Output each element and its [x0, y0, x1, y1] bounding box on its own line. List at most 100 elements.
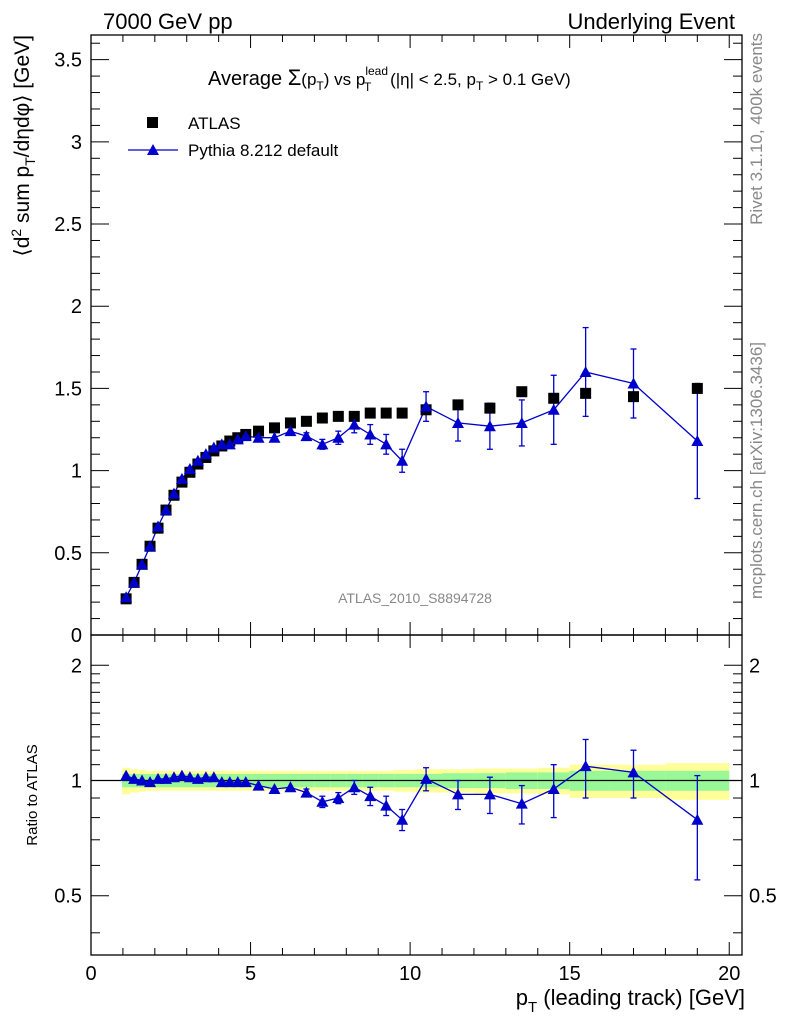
pythia-data-point: [175, 472, 188, 484]
header-left: 7000 GeV pp: [103, 9, 233, 34]
title-lead-sub: T: [364, 80, 372, 94]
legend-pythia-label: Pythia 8.212 default: [188, 141, 339, 160]
title-cuts-sub: T: [476, 79, 484, 93]
pythia-data-point: [159, 504, 172, 516]
ratio-data-point: [136, 774, 149, 786]
title-sigma-close: ): [324, 70, 330, 89]
pythia-data-point: [396, 454, 409, 466]
pythia-data-point: [215, 438, 228, 450]
y-tick-label: 2: [71, 296, 82, 318]
legend-pythia-marker: [147, 144, 159, 155]
ratio-data-point: [223, 776, 236, 788]
x-tick-label: 0: [85, 963, 96, 985]
atlas-data-point: [316, 412, 328, 424]
atlas-data-point: [348, 410, 360, 422]
pythia-data-point: [627, 377, 640, 389]
ratio-data-point: [144, 776, 157, 788]
ratio-data-point: [183, 771, 196, 783]
ratio-data-point: [239, 776, 252, 788]
pythia-series-line: [125, 371, 698, 598]
atlas-data-point: [364, 407, 376, 419]
atlas-data-point: [452, 399, 464, 411]
ratio-y-tick-label: 2: [71, 655, 82, 677]
xlabel-pre: p: [516, 985, 528, 1010]
y-tick-label: 3: [71, 132, 82, 154]
ylabel-sub: T: [22, 157, 38, 166]
pythia-data-point: [252, 431, 265, 443]
pythia-data-point: [207, 441, 220, 453]
x-tick-label: 5: [245, 963, 256, 985]
y-tick-label: 3.5: [54, 50, 82, 72]
ratio-data-point: [348, 781, 361, 793]
ratio-data-point: [175, 769, 188, 781]
ratio-data-point: [231, 776, 244, 788]
ratio-data-point: [199, 771, 212, 783]
xlabel-post: (leading track) [GeV]: [537, 985, 745, 1010]
title-lead-sup: lead: [365, 64, 388, 78]
pythia-data-point: [268, 431, 281, 443]
ratio-data-point: [380, 799, 393, 811]
main-title: Average Σ(pT) vs plead T (|η| < 2.5, pT >…: [208, 64, 571, 94]
pythia-data-point: [420, 400, 433, 412]
legend-atlas-marker: [147, 117, 158, 128]
title-sigma-open: (p: [301, 70, 316, 89]
atlas-data-point: [268, 422, 280, 434]
pythia-data-point: [284, 425, 297, 437]
pythia-data-point: [348, 418, 361, 430]
ratio-data-point: [252, 779, 265, 791]
pythia-data-point: [483, 420, 496, 432]
header-right: Underlying Event: [567, 9, 735, 34]
ylabel-sup: 2: [8, 229, 24, 237]
pythia-data-point: [300, 430, 313, 442]
ratio-panel-frame: [90, 634, 743, 956]
ratio-data-point: [268, 783, 281, 795]
pythia-data-point: [120, 591, 133, 603]
pythia-data-point: [579, 365, 592, 377]
y-tick-label: 0.5: [54, 543, 82, 565]
atlas-data-point: [253, 425, 265, 437]
x-tick-label: 15: [559, 963, 581, 985]
title-vs: vs p: [329, 70, 365, 89]
pythia-data-point: [364, 428, 377, 440]
ratio-data-point: [396, 813, 409, 825]
ratio-data-point: [300, 786, 313, 798]
ratio-data-point: [152, 772, 165, 784]
ratio-data-point: [579, 760, 592, 772]
atlas-data-point: [484, 402, 496, 414]
ratio-data-point: [483, 788, 496, 800]
ratio-data-point: [128, 772, 141, 784]
main-panel-content: [120, 326, 704, 605]
ratio-data-point: [420, 772, 433, 784]
y-tick-label: 0: [71, 625, 82, 647]
ratio-data-point: [451, 788, 464, 800]
xlabel-sub: T: [528, 999, 537, 1016]
y-tick-label: 1: [71, 461, 82, 483]
ratio-data-point: [120, 769, 133, 781]
ylabel-mid: sum p: [11, 166, 34, 229]
atlas-data-point: [691, 382, 703, 394]
pythia-data-point: [136, 558, 149, 570]
ratio-data-point: [547, 783, 560, 795]
ratio-y-tick-label: 0.5: [54, 886, 82, 908]
ratio-panel-content: [91, 738, 742, 881]
atlas-data-point: [380, 407, 392, 419]
y-tick-label: 1.5: [54, 378, 82, 400]
x-tick-label: 20: [718, 963, 740, 985]
ratio-y-tick-label-right: 2: [749, 655, 760, 677]
atlas-data-point: [548, 392, 560, 404]
ratio-data-point: [691, 813, 704, 825]
title-sigma-sub: T: [316, 79, 324, 93]
ylabel-open: ⟨d: [11, 237, 34, 257]
ratio-data-point: [316, 795, 329, 807]
atlas-data-point: [284, 417, 296, 429]
title-sigma: Σ: [288, 65, 302, 90]
atlas-data-point: [628, 391, 639, 403]
ratio-data-point: [332, 792, 345, 804]
rivet-label: Rivet 3.1.10, 400k events: [747, 33, 766, 225]
title-prefix: Average: [208, 68, 288, 90]
x-tick-label: 10: [399, 963, 421, 985]
pythia-data-point: [547, 403, 560, 415]
atlas-data-point: [332, 410, 344, 422]
y-tick-label: 2.5: [54, 214, 82, 236]
